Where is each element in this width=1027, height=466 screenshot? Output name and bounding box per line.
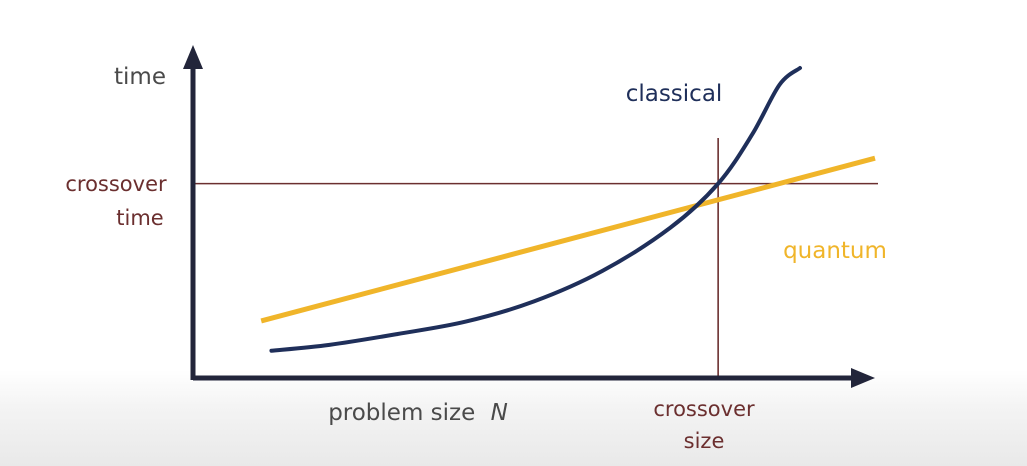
y-axis-arrowhead	[183, 45, 203, 69]
x-axis-arrowhead	[851, 368, 875, 388]
x-axis-label: problem size N	[328, 400, 508, 426]
crossover-time-label-line2: time	[116, 206, 163, 230]
y-axis-label: time	[114, 64, 166, 90]
crossover-size-label-line2: size	[684, 429, 725, 453]
series-label-quantum: quantum	[783, 238, 887, 264]
x-axis-label-variable: N	[491, 400, 508, 426]
series-line-quantum	[260, 155, 876, 324]
crossover-size-label-line1: crossover	[653, 397, 755, 421]
crossover-time-label-line1: crossover	[65, 172, 167, 196]
x-axis-label-text: problem size	[328, 400, 475, 426]
series-label-classical: classical	[626, 81, 723, 107]
series-line-classical	[269, 66, 802, 353]
